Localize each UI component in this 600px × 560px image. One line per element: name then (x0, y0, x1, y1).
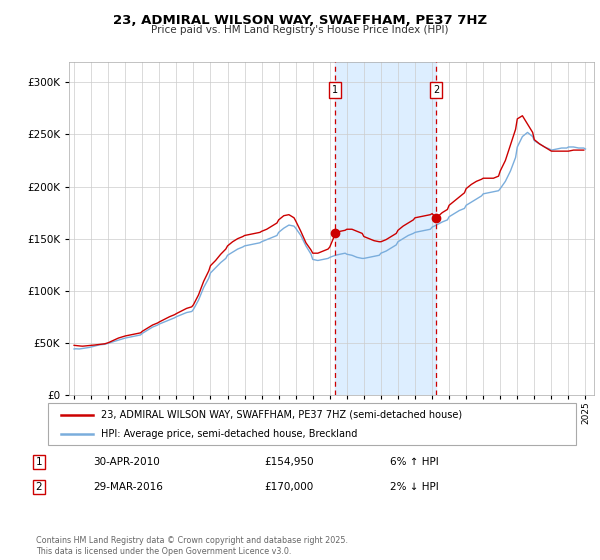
Text: 1: 1 (35, 457, 43, 467)
Text: £170,000: £170,000 (264, 482, 313, 492)
Text: 29-MAR-2016: 29-MAR-2016 (93, 482, 163, 492)
Text: HPI: Average price, semi-detached house, Breckland: HPI: Average price, semi-detached house,… (101, 429, 357, 439)
Bar (335, 62, 436, 395)
Text: 2: 2 (433, 85, 439, 95)
Text: 2: 2 (35, 482, 43, 492)
Text: 1: 1 (332, 85, 338, 95)
Text: Price paid vs. HM Land Registry's House Price Index (HPI): Price paid vs. HM Land Registry's House … (151, 25, 449, 35)
FancyBboxPatch shape (48, 403, 576, 445)
Text: 6% ↑ HPI: 6% ↑ HPI (390, 457, 439, 467)
Text: £154,950: £154,950 (264, 457, 314, 467)
Text: 2% ↓ HPI: 2% ↓ HPI (390, 482, 439, 492)
Text: Contains HM Land Registry data © Crown copyright and database right 2025.
This d: Contains HM Land Registry data © Crown c… (36, 536, 348, 556)
Text: 23, ADMIRAL WILSON WAY, SWAFFHAM, PE37 7HZ: 23, ADMIRAL WILSON WAY, SWAFFHAM, PE37 7… (113, 14, 487, 27)
Text: 30-APR-2010: 30-APR-2010 (93, 457, 160, 467)
Text: 23, ADMIRAL WILSON WAY, SWAFFHAM, PE37 7HZ (semi-detached house): 23, ADMIRAL WILSON WAY, SWAFFHAM, PE37 7… (101, 409, 462, 419)
